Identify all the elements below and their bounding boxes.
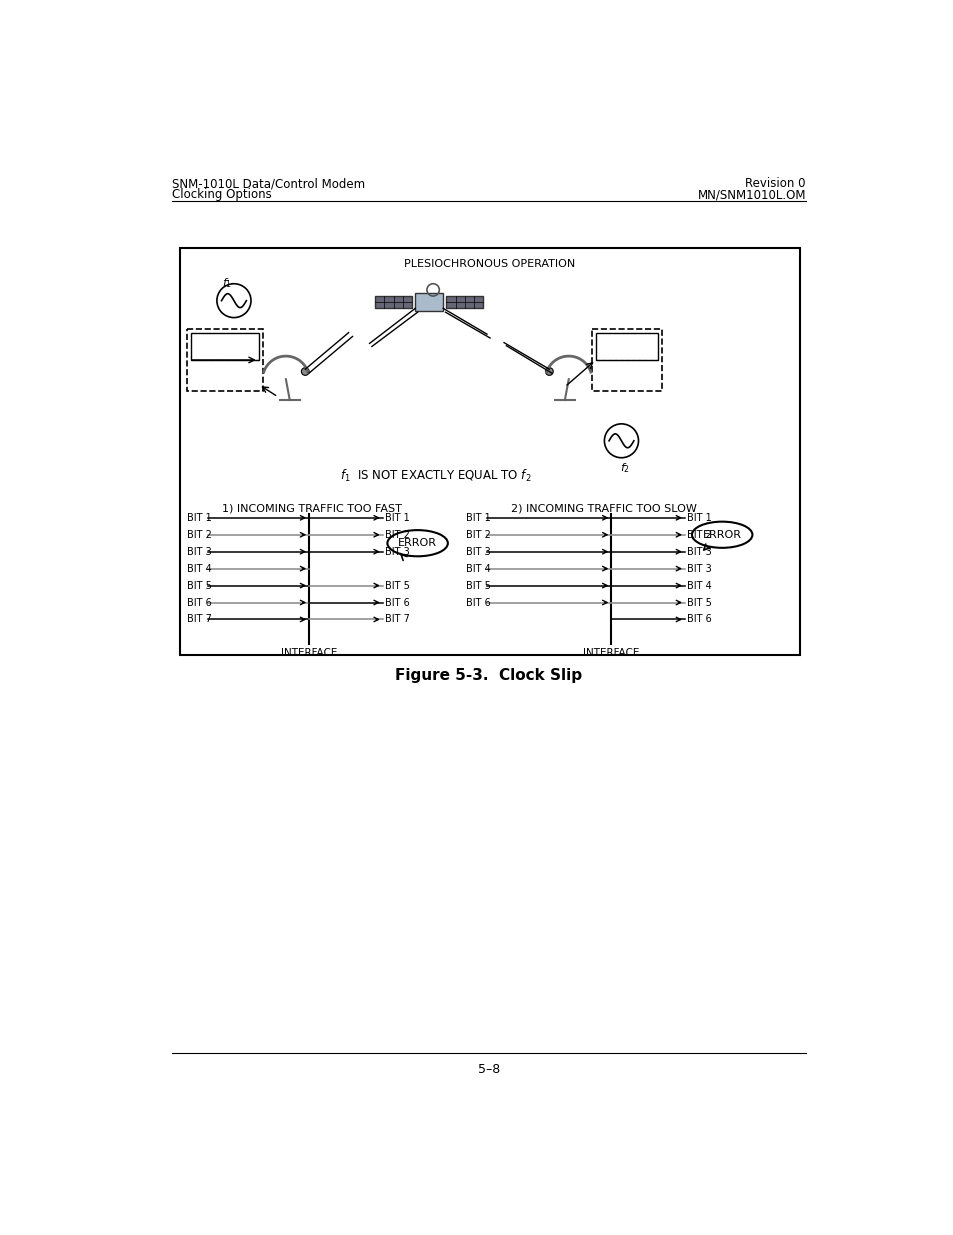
Text: BIT 6: BIT 6 (385, 598, 410, 608)
Text: BIT 4: BIT 4 (466, 563, 491, 573)
Bar (596, 333, 658, 359)
Text: BIT 6: BIT 6 (466, 598, 491, 608)
Bar (192, 333, 258, 359)
Bar (415, 293, 443, 311)
Text: BIT 7: BIT 7 (187, 615, 213, 625)
Text: INTERFACE: INTERFACE (582, 648, 639, 658)
Text: BIT 4: BIT 4 (686, 580, 711, 590)
Text: BIT 2: BIT 2 (466, 530, 491, 540)
Circle shape (301, 368, 309, 375)
Text: SNM-1010L Data/Control Modem: SNM-1010L Data/Control Modem (172, 178, 365, 190)
Text: ERROR: ERROR (702, 530, 740, 540)
Text: 1) INCOMING TRAFFIC TOO FAST: 1) INCOMING TRAFFIC TOO FAST (222, 504, 402, 514)
Text: BIT 1: BIT 1 (466, 513, 491, 522)
Text: 5–8: 5–8 (477, 1063, 499, 1076)
Text: BIT 5: BIT 5 (466, 580, 491, 590)
Text: Revision 0: Revision 0 (744, 178, 805, 190)
Text: BIT 6: BIT 6 (686, 615, 711, 625)
Text: BIT 5: BIT 5 (187, 580, 213, 590)
Text: BIT 3: BIT 3 (385, 547, 410, 557)
Text: BIT 6: BIT 6 (187, 598, 212, 608)
Text: BIT 3: BIT 3 (686, 547, 711, 557)
Bar (179, 248, 799, 655)
Text: BIT 5: BIT 5 (686, 598, 712, 608)
Text: BIT 5: BIT 5 (385, 580, 410, 590)
Text: BIT 1: BIT 1 (187, 513, 212, 522)
Text: $\mathit{f}_1$: $\mathit{f}_1$ (222, 275, 233, 290)
Text: BIT 3: BIT 3 (466, 547, 491, 557)
Bar (187, 330, 262, 390)
Text: BIT 1: BIT 1 (686, 513, 711, 522)
Text: INTERFACE: INTERFACE (280, 648, 337, 658)
Text: ERROR: ERROR (397, 538, 436, 548)
Text: $\mathit{f}_1$  IS NOT EXACTLY EQUAL TO $\mathit{f}_2$: $\mathit{f}_1$ IS NOT EXACTLY EQUAL TO $… (340, 468, 531, 484)
Text: BIT 7: BIT 7 (385, 615, 410, 625)
Text: BIT 1: BIT 1 (385, 513, 410, 522)
Text: PLESIOCHRONOUS OPERATION: PLESIOCHRONOUS OPERATION (404, 259, 575, 269)
Text: MN/SNM1010L.OM: MN/SNM1010L.OM (697, 188, 805, 201)
Text: $\mathit{f}_2$: $\mathit{f}_2$ (619, 461, 630, 474)
Text: BIT 2: BIT 2 (187, 530, 213, 540)
Text: BIT 3: BIT 3 (686, 563, 711, 573)
Text: BIT 2: BIT 2 (686, 530, 712, 540)
Text: Figure 5-3.  Clock Slip: Figure 5-3. Clock Slip (395, 668, 582, 683)
Text: BIT 3: BIT 3 (187, 547, 212, 557)
Bar (446, 296, 483, 309)
Text: BIT 2: BIT 2 (385, 530, 410, 540)
Text: BIT 4: BIT 4 (187, 563, 212, 573)
Circle shape (545, 368, 553, 375)
Bar (592, 330, 661, 390)
Text: Clocking Options: Clocking Options (172, 188, 272, 201)
Bar (375, 296, 412, 309)
Text: 2) INCOMING TRAFFIC TOO SLOW: 2) INCOMING TRAFFIC TOO SLOW (510, 504, 696, 514)
